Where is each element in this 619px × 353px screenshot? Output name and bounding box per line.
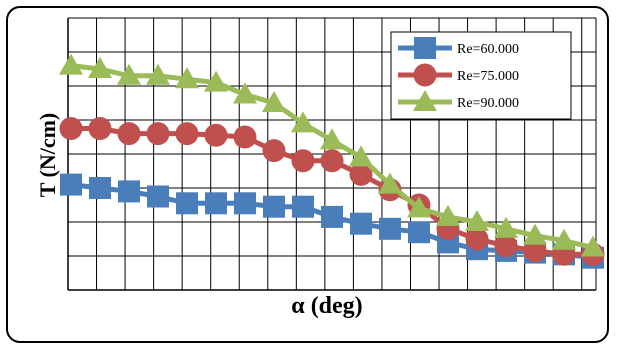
data-point <box>494 234 518 258</box>
data-point <box>379 217 401 240</box>
data-point <box>118 180 140 203</box>
data-point <box>262 91 286 112</box>
data-point <box>204 123 228 147</box>
data-point <box>117 63 141 85</box>
data-point <box>233 82 257 104</box>
data-point <box>320 149 344 173</box>
data-point <box>408 221 430 244</box>
series-layer <box>59 53 605 269</box>
data-point <box>117 122 141 146</box>
series-triangle <box>59 53 605 257</box>
data-point <box>291 111 315 133</box>
legend-marker <box>414 37 436 59</box>
data-point <box>88 57 112 78</box>
data-point <box>292 195 314 218</box>
data-point <box>552 228 576 250</box>
data-point <box>59 117 83 140</box>
data-point <box>59 53 83 75</box>
legend: Re=60.000 Re=75.000 Re=90.000 <box>390 31 572 120</box>
data-point <box>320 128 344 150</box>
data-point <box>146 122 170 146</box>
data-point <box>175 122 199 146</box>
data-point <box>523 223 547 245</box>
legend-marker <box>413 63 437 87</box>
data-point <box>175 67 199 89</box>
data-point <box>465 210 489 231</box>
legend-entry-label: Re=90.000 <box>457 96 519 111</box>
data-point <box>523 239 547 263</box>
y-axis-label: T (N/cm) <box>35 113 60 198</box>
data-point <box>407 196 431 218</box>
data-point <box>176 192 198 215</box>
data-point <box>350 212 372 235</box>
data-point <box>234 192 256 215</box>
data-point <box>205 192 227 215</box>
data-point <box>321 205 343 228</box>
legend-entry-label: Re=75.000 <box>457 69 519 84</box>
data-point <box>204 70 228 92</box>
legend-marker <box>413 90 437 111</box>
data-point <box>262 139 286 163</box>
data-point <box>263 195 285 218</box>
data-point <box>60 173 82 196</box>
x-axis-label: α (deg) <box>291 293 362 319</box>
data-point <box>89 177 111 199</box>
data-point <box>147 185 169 208</box>
data-point <box>88 117 112 140</box>
data-point <box>349 145 373 167</box>
data-point <box>436 204 460 226</box>
data-point <box>146 63 170 85</box>
legend-entry-label: Re=60.000 <box>457 42 519 57</box>
data-point <box>349 162 373 186</box>
data-point <box>378 172 402 194</box>
data-point <box>291 149 315 173</box>
data-point <box>233 125 257 149</box>
data-point <box>581 235 605 257</box>
data-point <box>494 216 518 238</box>
data-point <box>465 227 489 251</box>
